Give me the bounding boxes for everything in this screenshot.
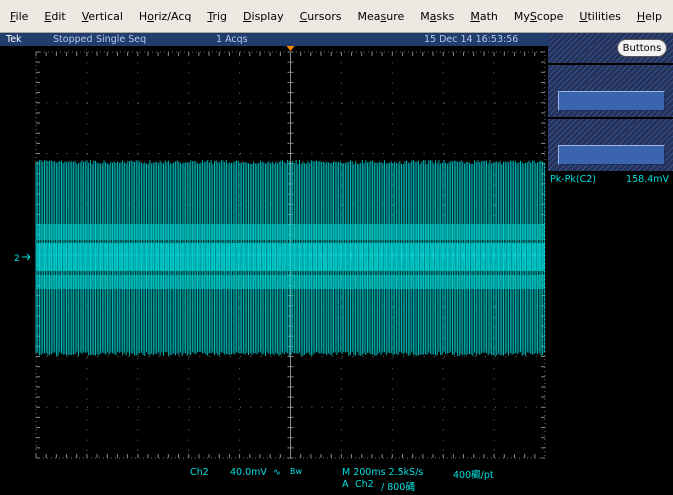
acquisition-count: 1 Acqs xyxy=(216,33,248,46)
menu-help[interactable]: Help xyxy=(637,10,662,23)
menu-horizacq[interactable]: Horiz/Acq xyxy=(139,10,191,23)
acquisition-state: Stopped xyxy=(53,33,93,46)
measurement-slot-1-button[interactable] xyxy=(558,91,665,111)
menu-bar: File Edit Vertical Horiz/Acq Trig Display Curs… xyxy=(0,0,673,33)
menu-trig[interactable]: Trig xyxy=(207,10,227,23)
menu-display[interactable]: Display xyxy=(243,10,284,23)
date-time: 15 Dec 14 16:53:56 xyxy=(424,33,518,46)
record-length[interactable]: 400欟/pt xyxy=(453,467,494,481)
menu-measure[interactable]: Measure xyxy=(358,10,405,23)
coupling-icon: ∿ xyxy=(273,467,281,478)
menu-cursors[interactable]: Cursors xyxy=(300,10,342,23)
svg-text:2: 2 xyxy=(14,254,20,263)
buttons-button[interactable]: Buttons xyxy=(617,39,667,57)
acquisition-mode: Single Seq xyxy=(96,33,146,46)
brand-label: Tek xyxy=(6,33,22,46)
readout-bar: Ch2 40.0mV ∿ Bw M 200ms 2.5kS/s 400欟/pt … xyxy=(0,465,673,495)
channel-2-marker[interactable]: 2 xyxy=(0,248,30,260)
measurement-readout: Pk-Pk(C2) 158.4mV xyxy=(548,174,673,188)
trigger-position-marker xyxy=(287,46,295,51)
waveform-display[interactable]: 2 xyxy=(0,46,548,465)
menu-math[interactable]: Math xyxy=(470,10,498,23)
menu-utilities[interactable]: Utilities xyxy=(579,10,620,23)
channel-label[interactable]: Ch2 xyxy=(190,467,209,478)
side-panel: Buttons Pk-Pk(C2) 158.4mV xyxy=(548,33,673,465)
measurement-label: Pk-Pk(C2) xyxy=(550,174,596,185)
menu-masks[interactable]: Masks xyxy=(420,10,454,23)
buttons-panel: Buttons xyxy=(548,33,673,63)
vertical-scale[interactable]: 40.0mV xyxy=(230,467,267,478)
menu-myscope[interactable]: MyScope xyxy=(514,10,564,23)
measurement-slot-2[interactable] xyxy=(548,119,673,171)
menu-file[interactable]: File xyxy=(10,10,28,23)
waveform-graticule xyxy=(0,46,548,465)
bandwidth-label: Bw xyxy=(290,467,302,476)
menu-edit[interactable]: Edit xyxy=(44,10,65,23)
measurement-slot-2-button[interactable] xyxy=(558,145,665,165)
trigger-level[interactable]: ∕ 800硧 xyxy=(381,479,415,493)
measurement-slot-1[interactable] xyxy=(548,65,673,117)
trigger-channel[interactable]: Ch2 xyxy=(355,479,374,490)
channel-marker-arrow-icon: 2 xyxy=(0,251,30,263)
timebase-readout[interactable]: M 200ms 2.5kS/s xyxy=(342,467,423,478)
measurement-value: 158.4mV xyxy=(626,174,669,185)
status-bar: Tek Stopped Single Seq 1 Acqs 15 Dec 14 … xyxy=(0,33,548,46)
menu-vertical[interactable]: Vertical xyxy=(82,10,123,23)
trigger-a-label: A xyxy=(342,479,349,490)
